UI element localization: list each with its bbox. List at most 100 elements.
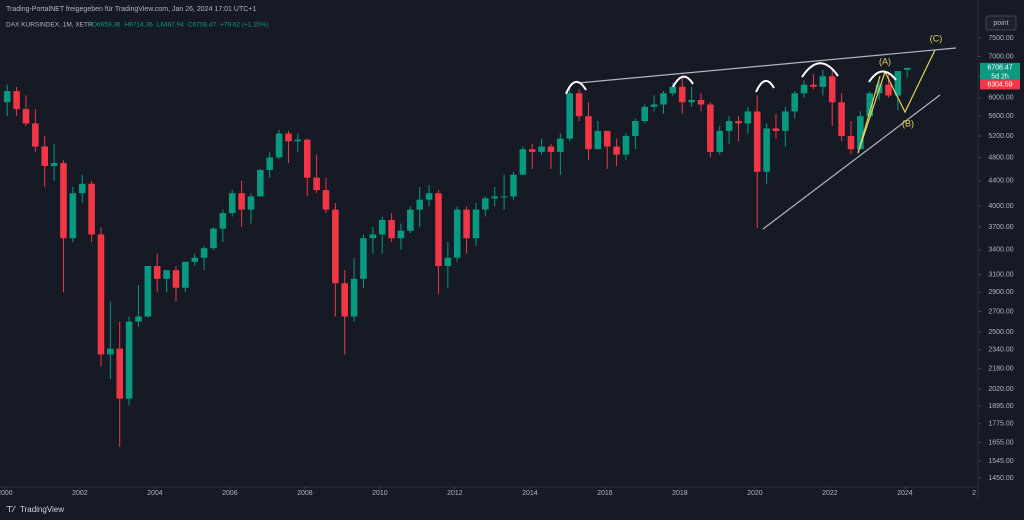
candle-body (688, 99, 695, 103)
drawings (565, 47, 957, 230)
candle-body (500, 196, 508, 198)
ohlc-value: C6708.47 (188, 22, 217, 29)
candle-body (135, 316, 142, 322)
candle-body (660, 93, 667, 105)
ohlc-value: L6467.94 (157, 22, 184, 29)
symbol: DAX KURSINDEX, 1M, XETR (6, 22, 93, 29)
candle-body (266, 157, 273, 171)
y-tick-label: 2180.00 (988, 366, 1013, 373)
candle-body (538, 146, 545, 152)
candle-body (88, 183, 95, 235)
candle-body (332, 209, 339, 284)
candle-body (716, 130, 723, 152)
x-tick-label: 2024 (897, 490, 913, 497)
y-tick-label: 1895.00 (988, 403, 1013, 410)
unit-button[interactable] (985, 15, 1017, 31)
x-tick-label: 2000 (0, 490, 13, 497)
candle-body (60, 163, 67, 239)
x-tick-label: 2018 (672, 490, 688, 497)
candle-body (594, 130, 602, 150)
trendline (762, 94, 941, 230)
x-tick-label: 2022 (822, 490, 838, 497)
candle-body (219, 213, 227, 229)
candle-body (772, 128, 780, 131)
candle-body (641, 106, 648, 122)
y-tick-label: 1775.00 (988, 421, 1013, 428)
candle-body (669, 86, 677, 94)
candle-body (350, 278, 358, 317)
candle-body (482, 198, 489, 210)
price-marker (980, 79, 1020, 90)
candle-body (275, 133, 283, 158)
ohlc-value: +79.62 (+1.20%) (220, 22, 268, 29)
x-tick-label: 2026 (972, 490, 988, 497)
candle-body (444, 257, 452, 267)
candle-body (528, 149, 536, 152)
price-marker-label: 6304.59 (987, 81, 1012, 88)
candle-body (894, 71, 902, 96)
x-tick-label: 2016 (597, 490, 613, 497)
candle-body (857, 116, 864, 150)
trendline (577, 47, 957, 84)
candle-body (566, 93, 573, 139)
candle-body (622, 136, 630, 155)
candle-body (313, 177, 320, 191)
candle-body (341, 283, 348, 317)
candle-body (97, 234, 105, 355)
wave-line (857, 49, 936, 154)
unit-button-label[interactable]: point (993, 20, 1008, 27)
footer-icon: ⊤⁄ (6, 505, 16, 514)
candle-body (782, 111, 789, 131)
candle-body (632, 121, 639, 137)
candle-body (791, 93, 798, 112)
candle-body (575, 93, 583, 117)
y-tick-label: 3400.00 (988, 247, 1013, 254)
y-tick-label: 2020.00 (988, 386, 1013, 393)
candle-body (257, 170, 264, 197)
candle-body (735, 121, 742, 124)
candle-body (182, 261, 189, 288)
x-tick-label: 2012 (447, 490, 463, 497)
price-marker-label: 6708.47 (987, 65, 1012, 72)
header: Trading-PortalNET freigegeben für Tradin… (6, 6, 256, 13)
candle-body (678, 86, 686, 103)
candle-body (819, 76, 827, 87)
price-marker (980, 62, 1020, 83)
candle-body (707, 104, 714, 152)
candle-body (585, 116, 592, 150)
y-tick-label: 5200.00 (988, 133, 1013, 140)
wave-label: (B) (902, 118, 914, 128)
candle-body (744, 111, 752, 124)
y-tick-label: 2700.00 (988, 308, 1013, 315)
y-tick-label: 3700.00 (988, 224, 1013, 231)
candle-body (463, 209, 470, 239)
x-tick-label: 2020 (747, 490, 763, 497)
x-tick-label: 2008 (297, 490, 313, 497)
candle-body (510, 174, 517, 197)
arc (565, 81, 587, 95)
y-tick-label: 6000.00 (988, 95, 1013, 102)
candle-body (210, 228, 217, 249)
candle-body (228, 193, 236, 214)
arc (672, 75, 694, 88)
y-tick-label: 2500.00 (988, 329, 1013, 336)
candle-body (303, 139, 311, 178)
candle-body (50, 163, 58, 166)
y-tick-label: 5600.00 (988, 113, 1013, 120)
candle-body (810, 84, 817, 87)
y-tick-label: 4800.00 (988, 154, 1013, 161)
candle-body (472, 209, 480, 239)
x-tick-label: 2010 (372, 490, 388, 497)
candle-body (247, 196, 255, 210)
footer-logo: TradingView (20, 505, 64, 514)
candle-body (125, 321, 133, 399)
candle-body (866, 93, 873, 117)
y-tick-label: 1545.00 (988, 458, 1013, 465)
candle-body (847, 136, 855, 150)
wave-label: (C) (930, 33, 943, 43)
candle-body (753, 111, 761, 172)
candle-body (838, 102, 845, 137)
candle-body (453, 209, 461, 258)
